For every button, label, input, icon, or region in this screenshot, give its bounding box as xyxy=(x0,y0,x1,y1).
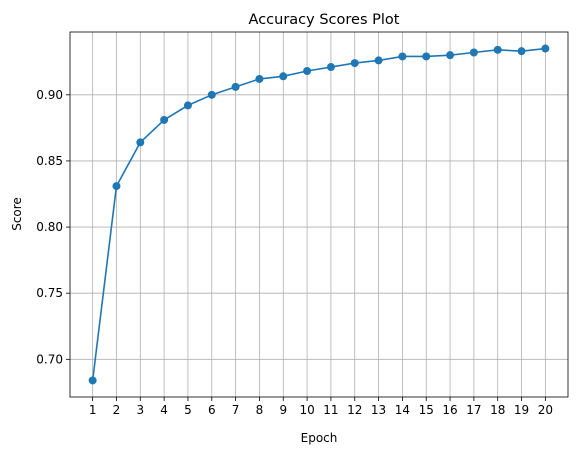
data-point xyxy=(136,138,145,147)
x-tick-label: 13 xyxy=(371,403,386,417)
x-axis-ticks: 1 2 3 4 5 6 7 8 9 10 11 12 13 14 15 16 17 18 19 20 xyxy=(89,397,553,417)
x-tick-label: 7 xyxy=(232,403,240,417)
data-point xyxy=(350,59,359,68)
y-axis-ticks: 0.70 0.75 0.80 0.85 0.90 xyxy=(36,88,70,366)
data-point xyxy=(88,376,97,385)
x-tick-label: 16 xyxy=(442,403,457,417)
data-point xyxy=(231,82,240,91)
data-point xyxy=(422,52,431,61)
data-point xyxy=(183,101,192,110)
x-tick-label: 4 xyxy=(160,403,168,417)
data-point xyxy=(517,47,526,56)
x-axis-label: Epoch xyxy=(301,431,338,445)
y-tick-label: 0.85 xyxy=(36,154,63,168)
x-tick-label: 14 xyxy=(395,403,410,417)
plot-frame xyxy=(69,31,569,398)
y-tick-label: 0.75 xyxy=(36,286,63,300)
data-point xyxy=(207,90,216,99)
x-tick-label: 15 xyxy=(419,403,434,417)
x-tick-label: 5 xyxy=(184,403,192,417)
y-tick-label: 0.90 xyxy=(36,88,63,102)
data-point xyxy=(255,74,264,83)
series-line xyxy=(91,47,546,381)
data-point xyxy=(469,48,478,57)
data-point xyxy=(541,44,550,53)
y-tick-label: 0.70 xyxy=(36,352,63,366)
data-point xyxy=(160,115,169,124)
x-tick-label: 18 xyxy=(490,403,505,417)
data-point xyxy=(112,182,121,191)
x-tick-label: 17 xyxy=(466,403,481,417)
series-layer xyxy=(88,44,550,385)
grid xyxy=(70,32,568,397)
x-tick-label: 19 xyxy=(514,403,529,417)
x-tick-label: 2 xyxy=(113,403,121,417)
x-tick-label: 6 xyxy=(208,403,216,417)
data-point xyxy=(446,51,455,60)
x-tick-label: 8 xyxy=(256,403,264,417)
data-point xyxy=(374,56,383,65)
x-tick-label: 1 xyxy=(89,403,97,417)
x-tick-label: 20 xyxy=(538,403,553,417)
x-tick-label: 11 xyxy=(323,403,338,417)
data-point xyxy=(326,63,335,72)
y-tick-label: 0.80 xyxy=(36,220,63,234)
chart-title: Accuracy Scores Plot xyxy=(249,12,400,28)
x-tick-label: 3 xyxy=(136,403,144,417)
y-axis-label: Score xyxy=(10,197,24,231)
data-point xyxy=(303,67,312,76)
data-point xyxy=(493,45,502,54)
x-tick-label: 12 xyxy=(347,403,362,417)
data-point xyxy=(398,52,407,61)
data-point xyxy=(279,72,288,81)
x-tick-label: 10 xyxy=(299,403,314,417)
x-tick-label: 9 xyxy=(279,403,287,417)
